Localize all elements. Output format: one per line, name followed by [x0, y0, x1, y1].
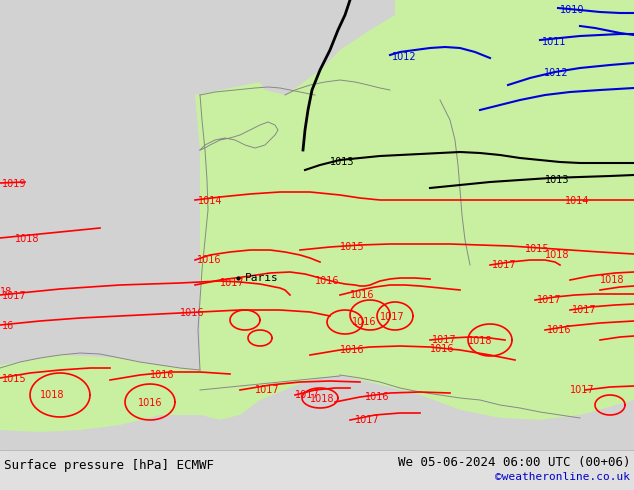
Text: 1017: 1017	[492, 260, 517, 270]
Text: 1016: 1016	[352, 317, 377, 327]
Text: 1016: 1016	[430, 344, 455, 354]
Text: 1017: 1017	[570, 385, 595, 395]
Polygon shape	[570, 370, 590, 395]
Text: ©weatheronline.co.uk: ©weatheronline.co.uk	[495, 472, 630, 482]
Text: 1013: 1013	[545, 175, 569, 185]
Text: 1018: 1018	[468, 336, 493, 346]
Text: 1018: 1018	[15, 234, 39, 244]
Polygon shape	[180, 60, 634, 420]
Text: 1016: 1016	[340, 345, 365, 355]
Text: 16: 16	[2, 321, 14, 331]
Text: 1016: 1016	[547, 325, 571, 335]
Text: 1012: 1012	[392, 52, 417, 62]
Text: 1016: 1016	[350, 290, 375, 300]
Text: 1012: 1012	[544, 68, 569, 78]
Text: 1013: 1013	[330, 157, 354, 167]
Text: 1018: 1018	[40, 390, 65, 400]
Text: 1017: 1017	[295, 390, 320, 400]
Text: 1015: 1015	[340, 242, 365, 252]
Text: 1010: 1010	[560, 5, 585, 15]
Polygon shape	[0, 375, 634, 490]
Text: 1011: 1011	[542, 37, 567, 47]
Text: 1017: 1017	[572, 305, 597, 315]
Text: Paris: Paris	[244, 273, 278, 283]
Text: 1017: 1017	[220, 278, 245, 288]
Text: 1017: 1017	[380, 312, 404, 322]
Text: 1016: 1016	[150, 370, 174, 380]
Polygon shape	[0, 355, 200, 432]
Text: 1017: 1017	[2, 291, 27, 301]
Text: Surface pressure [hPa] ECMWF: Surface pressure [hPa] ECMWF	[4, 459, 214, 471]
Text: 1015: 1015	[2, 374, 27, 384]
Text: 1018: 1018	[310, 394, 335, 404]
Polygon shape	[320, 0, 634, 100]
Text: 1017: 1017	[432, 335, 456, 345]
Polygon shape	[545, 180, 634, 415]
Text: We 05-06-2024 06:00 UTC (00+06): We 05-06-2024 06:00 UTC (00+06)	[398, 456, 630, 468]
Text: 1016: 1016	[315, 276, 339, 286]
Text: 1018: 1018	[545, 250, 569, 260]
Polygon shape	[0, 0, 200, 405]
Text: 1016: 1016	[197, 255, 221, 265]
Bar	[0, 450, 634, 490]
Text: 1016: 1016	[365, 392, 389, 402]
Text: 1017: 1017	[355, 415, 380, 425]
Text: 1017: 1017	[255, 385, 280, 395]
Text: 1018: 1018	[600, 275, 624, 285]
Text: 1017: 1017	[537, 295, 562, 305]
Polygon shape	[255, 0, 395, 95]
Text: 1014: 1014	[565, 196, 590, 206]
Text: 1015: 1015	[525, 244, 550, 254]
Text: 1016: 1016	[138, 398, 162, 408]
Text: 1019: 1019	[2, 179, 27, 189]
Text: 1014: 1014	[198, 196, 223, 206]
Text: 18: 18	[0, 287, 12, 297]
Text: 1016: 1016	[180, 308, 205, 318]
